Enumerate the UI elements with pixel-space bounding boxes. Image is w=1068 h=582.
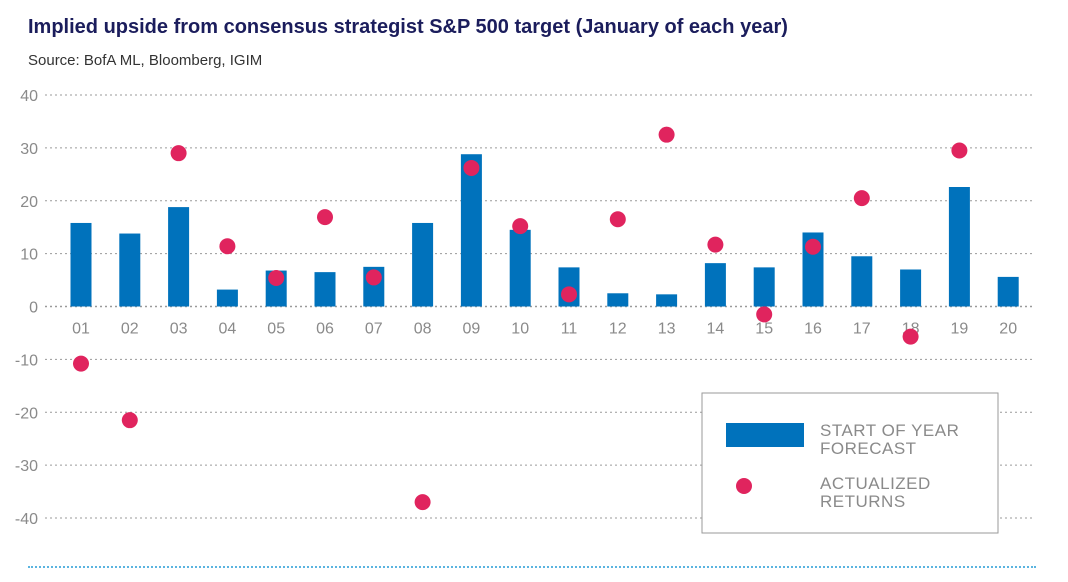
actual-return-point [73,355,89,372]
x-tick-label: 09 [463,321,481,338]
x-tick-label: 15 [755,321,773,338]
forecast-bar [314,272,336,307]
actual-return-point [609,211,626,228]
x-tick-label: 19 [951,321,969,338]
forecast-bar [509,229,531,307]
forecast-bar [460,154,482,307]
x-tick-label: 11 [561,321,578,338]
forecast-bar [997,276,1019,307]
y-tick-label: 10 [20,247,38,264]
legend-swatch-actual [736,478,752,494]
forecast-bar [70,222,92,307]
actual-return-point [219,238,236,255]
forecast-bar [607,293,629,307]
actual-return-point [268,269,285,286]
y-tick-label: -10 [15,352,38,369]
legend-label: START OF YEAR [820,421,959,440]
actual-return-point [414,494,431,511]
forecast-bar [753,267,775,307]
y-tick-label: -30 [15,458,38,475]
chart-source: Source: BofA ML, Bloomberg, IGIM [28,52,263,69]
actual-return-point [707,236,724,253]
y-tick-label: 0 [29,300,38,317]
actual-return-point [853,190,870,207]
x-tick-label: 12 [609,321,627,338]
y-tick-label: 40 [20,88,38,105]
x-tick-label: 01 [72,321,90,338]
actual-return-point [170,145,187,162]
x-tick-label: 17 [853,321,871,338]
legend-label: RETURNS [820,492,906,511]
forecast-bar [704,263,726,307]
x-tick-label: 08 [414,321,432,338]
legend-box [701,392,999,534]
actual-return-point [561,286,577,303]
x-tick-label: 06 [316,321,334,338]
actual-return-point [365,269,382,286]
actual-return-point [658,126,675,143]
y-tick-label: -20 [15,405,38,422]
x-tick-label: 10 [511,321,529,338]
legend-label: FORECAST [820,439,917,458]
x-tick-label: 07 [365,321,383,338]
x-tick-label: 13 [658,321,676,338]
forecast-bar [412,222,434,307]
y-tick-label: 30 [20,141,38,158]
x-tick-label: 14 [707,321,725,338]
forecast-bar [948,187,970,307]
actual-return-point [463,159,480,176]
legend-label: ACTUALIZED [820,474,931,493]
actual-return-point [805,238,821,255]
x-tick-label: 02 [121,321,139,338]
actual-return-point [756,306,773,323]
y-tick-label: -40 [15,511,38,528]
forecast-bar [900,269,922,307]
actual-return-point [317,209,333,226]
forecast-bar [168,207,190,307]
forecast-bar [119,233,141,307]
actual-return-point [902,328,919,345]
forecast-bar [656,294,678,307]
x-tick-label: 03 [170,321,188,338]
bottom-divider [28,566,1036,568]
forecast-bar [216,289,238,307]
x-tick-label: 16 [804,321,822,338]
y-tick-label: 20 [20,194,38,211]
x-tick-label: 05 [267,321,285,338]
forecast-bar [851,256,873,307]
x-tick-label: 04 [219,321,237,338]
actual-return-point [121,412,138,429]
actual-return-point [951,142,968,159]
x-tick-label: 20 [999,321,1017,338]
chart-title: Implied upside from consensus strategist… [28,16,788,38]
legend-swatch-forecast [726,423,804,447]
actual-return-point [512,218,529,235]
